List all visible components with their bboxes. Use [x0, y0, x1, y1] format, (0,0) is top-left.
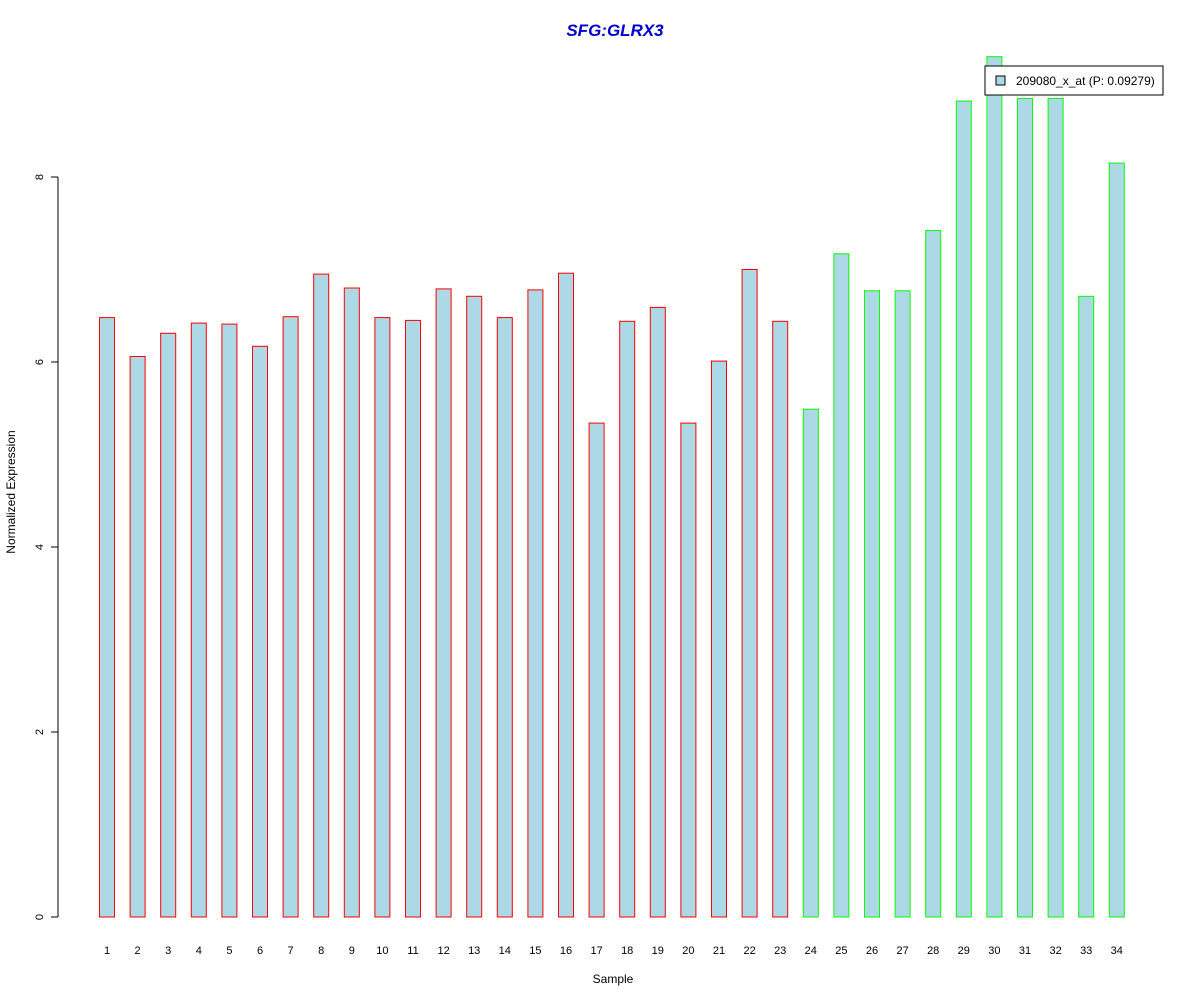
- legend: 209080_x_at (P: 0.09279): [984, 65, 1164, 96]
- x-tick-label-6: 6: [257, 945, 263, 957]
- x-tick-label-13: 13: [468, 945, 480, 957]
- x-tick-label-2: 2: [135, 945, 141, 957]
- x-tick-label-31: 31: [1019, 945, 1031, 957]
- legend-label: 209080_x_at (P: 0.09279): [1016, 74, 1155, 88]
- x-tick-label-19: 19: [652, 945, 664, 957]
- chart-title: SFG:GLRX3: [566, 21, 664, 40]
- x-tick-label-30: 30: [988, 945, 1000, 957]
- bar-sample-8: [313, 273, 330, 918]
- bar-sample-12: [435, 288, 452, 918]
- x-tick-label-1: 1: [104, 945, 110, 957]
- bar-sample-29: [955, 100, 972, 918]
- x-axis-label: Sample: [593, 972, 634, 986]
- bar-sample-6: [252, 345, 268, 918]
- x-tick-label-5: 5: [226, 945, 232, 957]
- bar-sample-25: [833, 253, 850, 918]
- x-tick-label-25: 25: [835, 945, 847, 957]
- bar-sample-18: [619, 320, 636, 918]
- x-tick-label-26: 26: [866, 945, 878, 957]
- bar-sample-9: [343, 287, 360, 918]
- x-tick-label-4: 4: [196, 945, 202, 957]
- x-tick-labels: 1 2 3 4 5 6 7 8 9 10 11 12 13 14 15 16 17 18 19 20 21 22 23 24 2…: [104, 945, 1123, 957]
- y-tick-label-6: 6: [34, 359, 46, 365]
- x-tick-label-8: 8: [318, 945, 324, 957]
- y-tick-label-8: 8: [34, 174, 46, 180]
- x-tick-label-33: 33: [1080, 945, 1092, 957]
- bar-sample-22: [741, 269, 758, 918]
- bar-sample-16: [558, 272, 574, 918]
- bar-sample-21: [711, 360, 727, 918]
- bar-sample-5: [221, 323, 238, 918]
- x-tick-label-34: 34: [1111, 945, 1123, 957]
- x-tick-label-18: 18: [621, 945, 633, 957]
- y-tick-label-0: 0: [34, 914, 46, 920]
- x-tick-label-9: 9: [349, 945, 355, 957]
- legend-swatch: [995, 75, 1006, 86]
- x-tick-label-10: 10: [376, 945, 388, 957]
- x-tick-label-3: 3: [165, 945, 171, 957]
- y-tick-label-2: 2: [34, 729, 46, 735]
- bar-sample-33: [1078, 295, 1095, 918]
- bar-sample-26: [864, 290, 880, 918]
- legend-box: [984, 65, 1164, 96]
- x-tick-label-21: 21: [713, 945, 725, 957]
- x-tick-label-29: 29: [958, 945, 970, 957]
- bar-sample-27: [894, 290, 911, 918]
- y-tick-label-4: 4: [34, 544, 46, 550]
- bar-sample-13: [466, 295, 483, 918]
- bar-sample-32: [1047, 97, 1064, 918]
- x-tick-label-11: 11: [407, 945, 418, 957]
- bar-sample-31: [1017, 97, 1033, 918]
- x-tick-label-7: 7: [288, 945, 294, 957]
- x-tick-label-28: 28: [927, 945, 939, 957]
- bar-sample-28: [925, 230, 942, 918]
- bar-sample-1: [99, 317, 115, 918]
- bar-sample-30: [986, 56, 1003, 918]
- x-tick-label-22: 22: [743, 945, 755, 957]
- bar-sample-20: [680, 422, 697, 918]
- x-tick-label-20: 20: [682, 945, 694, 957]
- bar-sample-24: [802, 408, 819, 918]
- x-tick-label-14: 14: [499, 945, 511, 957]
- bar-sample-23: [772, 320, 789, 918]
- x-tick-label-23: 23: [774, 945, 786, 957]
- x-tick-label-32: 32: [1049, 945, 1061, 957]
- bar-sample-17: [588, 422, 605, 918]
- bar-sample-3: [160, 332, 177, 918]
- bars-group: [99, 56, 1125, 918]
- x-tick-label-16: 16: [560, 945, 572, 957]
- x-tick-label-27: 27: [896, 945, 908, 957]
- bar-sample-11: [405, 319, 421, 918]
- bar-sample-15: [527, 289, 544, 918]
- bar-sample-19: [649, 306, 666, 918]
- bar-sample-14: [496, 317, 513, 918]
- bar-sample-2: [129, 356, 146, 918]
- y-axis: 0 2 4 6 8: [34, 174, 59, 920]
- x-tick-label-15: 15: [529, 945, 541, 957]
- bar-sample-4: [190, 322, 207, 918]
- bar-sample-7: [282, 316, 299, 918]
- x-tick-label-12: 12: [437, 945, 449, 957]
- bar-sample-10: [374, 317, 391, 918]
- bar-sample-34: [1108, 162, 1125, 918]
- x-tick-label-24: 24: [805, 945, 817, 957]
- x-tick-label-17: 17: [590, 945, 602, 957]
- y-axis-label: Normalized Expression: [4, 430, 18, 553]
